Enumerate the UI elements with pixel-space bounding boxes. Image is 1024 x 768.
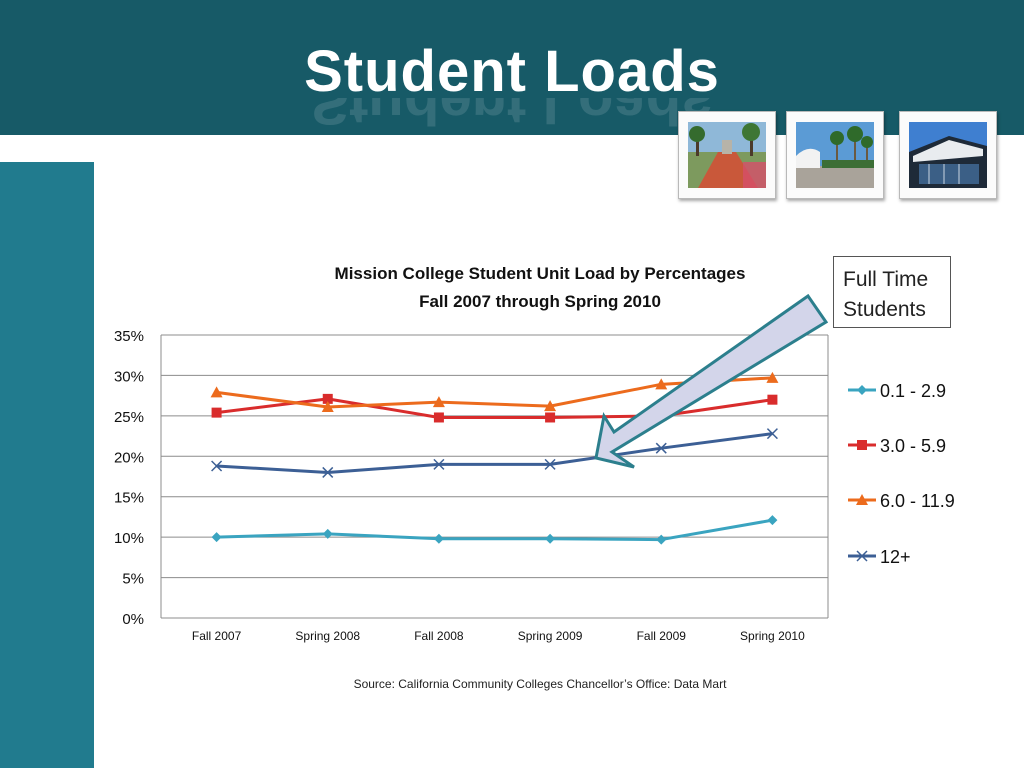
campus-palms-photo bbox=[786, 111, 884, 199]
callout-arrow bbox=[594, 293, 829, 469]
data-point bbox=[433, 533, 444, 544]
campus-building-photo bbox=[899, 111, 997, 199]
data-point bbox=[433, 412, 444, 423]
data-point bbox=[656, 534, 667, 545]
legend-label: 3.0 - 5.9 bbox=[880, 436, 946, 456]
data-point bbox=[211, 407, 222, 418]
chart-gridlines bbox=[161, 334, 828, 619]
x-axis: Fall 2007 Spring 2008 Fall 2008 Spring 2009… bbox=[192, 629, 805, 643]
y-tick-label: 5% bbox=[122, 571, 144, 588]
legend-marker bbox=[856, 550, 868, 562]
data-point bbox=[655, 378, 668, 390]
chart-series bbox=[210, 371, 779, 545]
x-tick-label: Fall 2007 bbox=[192, 629, 242, 643]
x-tick-label: Spring 2010 bbox=[740, 629, 805, 643]
data-point bbox=[210, 386, 223, 398]
x-tick-label: Spring 2008 bbox=[295, 629, 360, 643]
y-tick-label: 25% bbox=[114, 409, 144, 426]
legend-marker bbox=[857, 440, 867, 450]
legend-marker bbox=[856, 494, 868, 505]
data-point bbox=[766, 428, 778, 440]
legend-label: 0.1 - 2.9 bbox=[880, 381, 946, 401]
data-point bbox=[766, 371, 779, 383]
data-point bbox=[655, 442, 667, 454]
data-point bbox=[433, 458, 445, 470]
data-point bbox=[545, 533, 556, 544]
x-tick-label: Fall 2008 bbox=[414, 629, 464, 643]
callout-line-2: Students bbox=[843, 298, 926, 321]
chart-legend: 0.1 - 2.9 3.0 - 5.9 6.0 - 11.9 12+ bbox=[848, 381, 955, 567]
x-tick-label: Fall 2009 bbox=[637, 629, 687, 643]
series-line bbox=[216, 397, 773, 419]
y-tick-label: 15% bbox=[114, 490, 144, 507]
x-tick-label: Spring 2009 bbox=[518, 629, 583, 643]
legend-label: 6.0 - 11.9 bbox=[880, 491, 955, 511]
data-point bbox=[544, 458, 556, 470]
data-point bbox=[322, 393, 333, 404]
campus-walkway-photo bbox=[678, 111, 776, 199]
source-note: Source: California Community Colleges Ch… bbox=[353, 677, 727, 691]
data-point bbox=[322, 466, 334, 478]
data-point bbox=[432, 396, 445, 408]
y-tick-label: 0% bbox=[122, 611, 144, 628]
left-accent-bar bbox=[0, 162, 94, 768]
callout-line-1: Full Time bbox=[843, 268, 929, 291]
y-tick-label: 20% bbox=[114, 449, 144, 466]
y-tick-label: 30% bbox=[114, 368, 144, 385]
slide-title: Student Loads bbox=[304, 39, 720, 104]
data-point bbox=[321, 400, 334, 412]
data-point bbox=[767, 515, 778, 526]
data-point bbox=[767, 394, 778, 405]
full-time-students-callout: Full Time Students bbox=[833, 256, 951, 328]
legend-label: 12+ bbox=[880, 547, 911, 567]
series-line bbox=[216, 432, 773, 474]
series-line bbox=[216, 376, 773, 409]
y-tick-label: 10% bbox=[114, 530, 144, 547]
data-point bbox=[544, 400, 557, 412]
series-line bbox=[216, 518, 773, 542]
data-point bbox=[545, 412, 556, 423]
data-point bbox=[322, 528, 333, 539]
data-point bbox=[211, 460, 223, 472]
chart-title-line-1: Mission College Student Unit Load by Per… bbox=[335, 264, 746, 283]
legend-marker bbox=[857, 385, 867, 395]
y-tick-label: 35% bbox=[114, 328, 144, 345]
chart-title-line-2: Fall 2007 through Spring 2010 bbox=[419, 292, 661, 311]
data-point bbox=[211, 532, 222, 543]
y-axis: 0% 5% 10% 15% 20% 25% 30% 35% bbox=[114, 328, 829, 628]
